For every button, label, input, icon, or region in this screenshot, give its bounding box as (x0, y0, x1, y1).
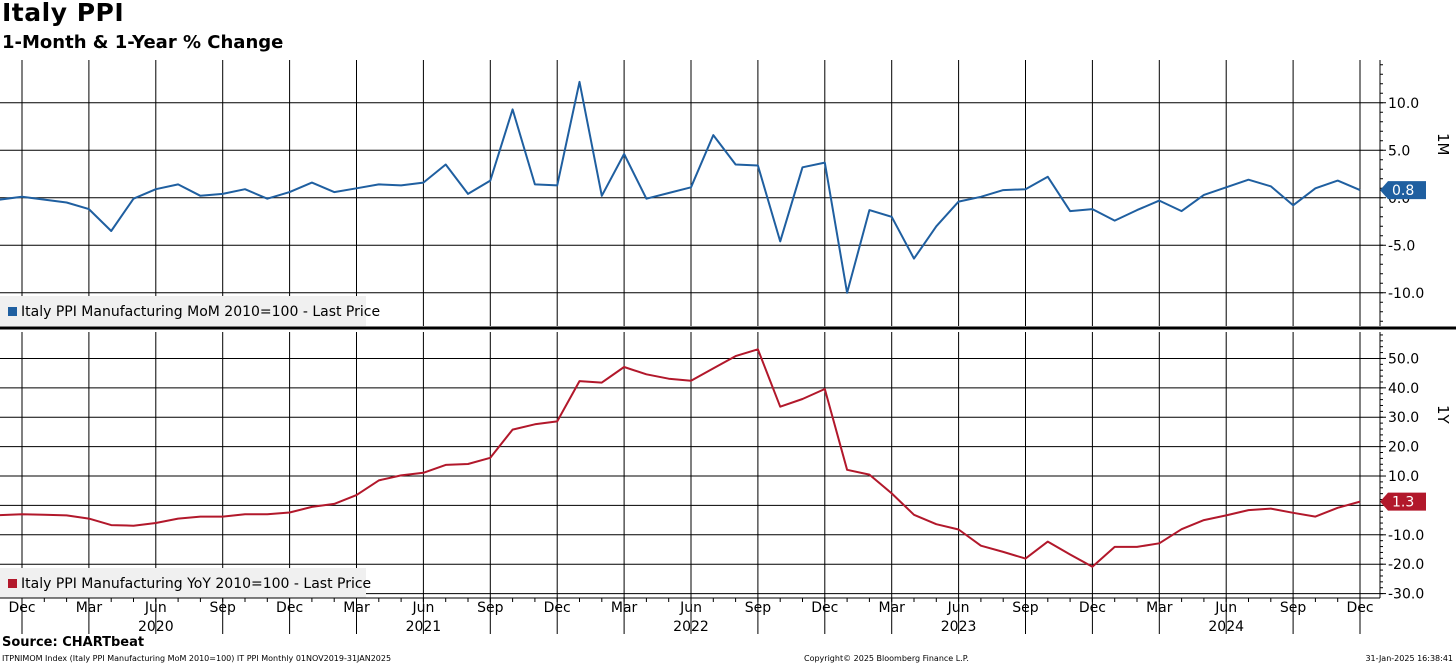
y-tick-label: 30.0 (1388, 410, 1419, 426)
legends: Italy PPI Manufacturing MoM 2010=100 - L… (0, 296, 380, 598)
source-note: Source: CHARTbeat (2, 635, 145, 650)
x-tick-label: Mar (878, 600, 905, 616)
last-value-tag-bg (1380, 492, 1426, 511)
x-tick-label: Mar (1146, 600, 1173, 616)
x-tick-label: Sep (1280, 600, 1307, 616)
legend-background (0, 296, 366, 326)
y-tick-label: 5.0 (1388, 143, 1410, 159)
x-tick-label: Sep (1012, 600, 1039, 616)
y-tick-label: 50.0 (1388, 351, 1419, 367)
x-year-label: 2024 (1208, 619, 1244, 635)
chart-subtitle: 1-Month & 1-Year % Change (2, 32, 284, 53)
legend: Italy PPI Manufacturing MoM 2010=100 - L… (0, 296, 380, 326)
chart-title: Italy PPI (2, 0, 125, 27)
last-value-tag: 1.3 (1380, 492, 1426, 511)
x-tick-label: Dec (1346, 600, 1373, 616)
y-tick-label: 10.0 (1388, 469, 1419, 485)
grid-lines (0, 60, 1380, 598)
footer-ticker-note: ITPNIMOM Index (Italy PPI Manufacturing … (2, 654, 392, 663)
series-lines (0, 80, 1361, 568)
x-tick-label: Mar (611, 600, 638, 616)
y-tick-label: 10.0 (1388, 96, 1419, 112)
panel-frames (0, 60, 1456, 599)
y-tick-label: -10.0 (1388, 528, 1424, 544)
footer-timestamp: 31-Jan-2025 16:38:41 (1365, 654, 1453, 663)
y-axes: 10.05.00.0-5.0-10.00.81M50.040.030.020.0… (1380, 64, 1452, 603)
x-tick-label: Jun (411, 600, 434, 616)
x-tick-label: Jun (679, 600, 702, 616)
x-tick-label: Jun (1214, 600, 1237, 616)
last-value-tag: 0.8 (1380, 181, 1426, 200)
y-tick-label: -30.0 (1388, 587, 1424, 603)
last-value-label: 1.3 (1392, 495, 1414, 511)
x-tick-label: Sep (745, 600, 772, 616)
x-year-label: 2020 (138, 619, 174, 635)
legend: Italy PPI Manufacturing YoY 2010=100 - L… (0, 568, 371, 598)
x-axis: Dec Mar Jun Sep Dec Mar Jun Sep Dec Mar Jun Sep Dec M… (8, 598, 1374, 635)
legend-swatch (8, 579, 17, 588)
panel-label: 1Y (1434, 405, 1452, 425)
legend-swatch (8, 307, 17, 316)
x-year-label: 2023 (941, 619, 977, 635)
x-tick-label: Dec (544, 600, 571, 616)
x-tick-label: Sep (477, 600, 504, 616)
y-tick-label: -20.0 (1388, 557, 1424, 573)
x-tick-label: Dec (1079, 600, 1106, 616)
legend-label: Italy PPI Manufacturing MoM 2010=100 - L… (21, 304, 380, 320)
series-line-1M (0, 80, 1361, 294)
panel-label: 1M (1434, 133, 1452, 156)
x-tick-label: Dec (8, 600, 35, 616)
x-tick-label: Mar (343, 600, 370, 616)
footer-copyright: Copyright© 2025 Bloomberg Finance L.P. (804, 654, 969, 663)
x-tick-label: Dec (276, 600, 303, 616)
y-tick-label: 20.0 (1388, 440, 1419, 456)
x-tick-label: Dec (811, 600, 838, 616)
x-tick-label: Sep (210, 600, 237, 616)
x-year-label: 2022 (673, 619, 709, 635)
legend-background (0, 568, 366, 598)
series-line-1Y (0, 348, 1361, 568)
last-value-tag-bg (1380, 181, 1426, 200)
y-tick-label: 40.0 (1388, 381, 1419, 397)
x-tick-label: Mar (76, 600, 103, 616)
y-tick-label: -5.0 (1388, 238, 1415, 254)
last-value-label: 0.8 (1392, 183, 1414, 199)
x-tick-label: Jun (144, 600, 167, 616)
x-year-label: 2021 (406, 619, 442, 635)
x-tick-label: Jun (947, 600, 970, 616)
y-tick-label: -10.0 (1388, 286, 1424, 302)
legend-label: Italy PPI Manufacturing YoY 2010=100 - L… (21, 576, 371, 592)
